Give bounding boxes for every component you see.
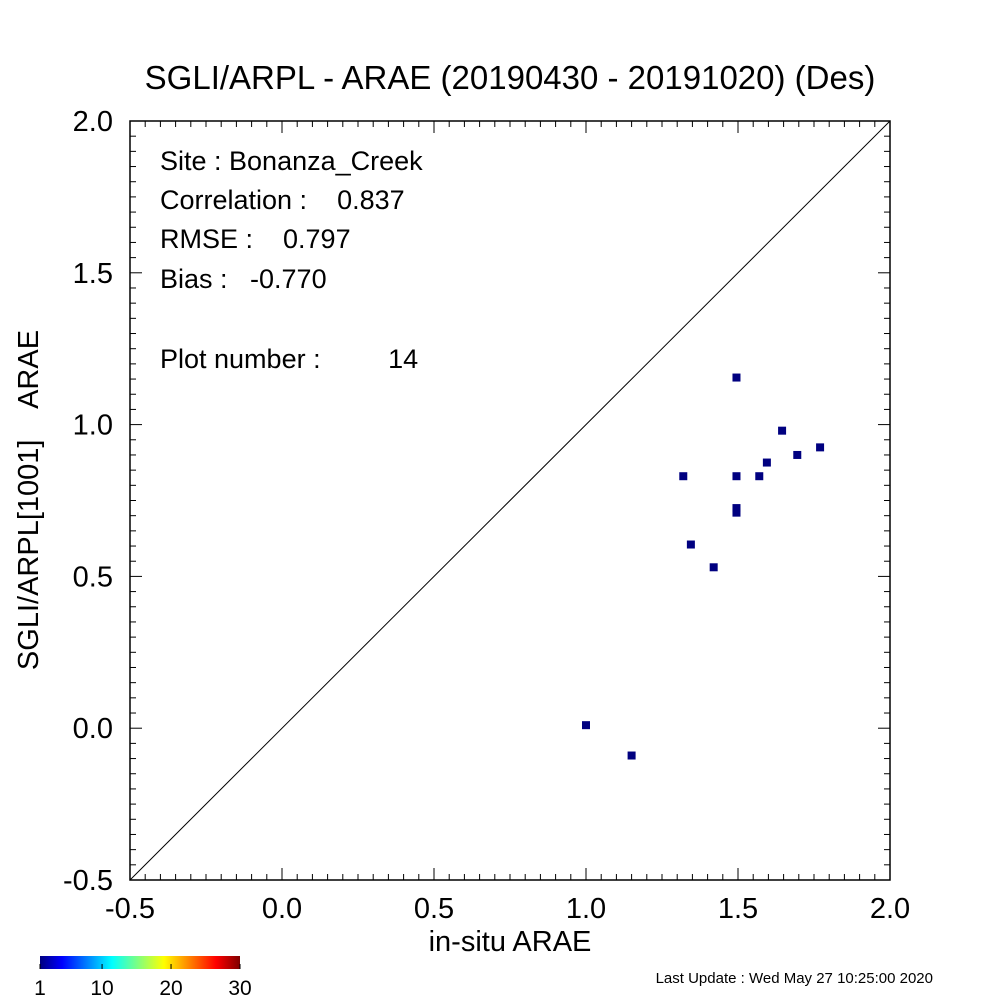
colorbar-labels: 1 10 20 30 (34, 977, 252, 1000)
y-tick-label: 1.5 (73, 258, 113, 290)
one-to-one-line (129, 120, 891, 881)
axis-ticks (129, 120, 891, 881)
y-tick-label: 0.5 (73, 561, 113, 593)
last-update: Last Update : Wed May 27 10:25:00 2020 (656, 970, 933, 987)
stat-site: Site : Bonanza_Creek (160, 146, 423, 176)
chart-title: SGLI/ARPL - ARAE (20190430 - 20191020) (… (145, 59, 876, 96)
colorbar-label: 10 (90, 977, 113, 1000)
data-point (755, 472, 764, 481)
data-point (732, 373, 741, 382)
colorbar (40, 956, 240, 969)
data-point (762, 458, 771, 467)
data-point (686, 540, 695, 549)
x-tick-labels: -0.5 0.0 0.5 1.0 1.5 2.0 (105, 893, 910, 925)
x-tick-label: 0.5 (414, 893, 454, 925)
colorbar-label: 1 (34, 977, 46, 1000)
data-point (816, 443, 825, 452)
stat-plot-number: Plot number : 14 (160, 344, 418, 374)
x-axis-title: in-situ ARAE (429, 926, 592, 958)
x-tick-label: -0.5 (105, 893, 155, 925)
data-point (627, 751, 636, 760)
data-point (709, 563, 718, 572)
y-tick-label: 2.0 (73, 106, 113, 138)
stat-rmse: RMSE : 0.797 (160, 224, 351, 254)
colorbar-ticks (39, 964, 241, 969)
x-tick-label: 1.0 (566, 893, 606, 925)
stat-correlation: Correlation : 0.837 (160, 185, 405, 215)
data-point (732, 508, 741, 517)
y-tick-label: -0.5 (63, 865, 113, 897)
data-point (732, 504, 741, 513)
y-tick-labels: -0.5 0.0 0.5 1.0 1.5 2.0 (63, 106, 113, 897)
data-point (582, 721, 590, 730)
colorbar-label: 20 (159, 977, 182, 1000)
data-point (793, 450, 802, 459)
x-tick-label: 0.0 (262, 893, 302, 925)
data-point (778, 426, 787, 435)
x-tick-label: 1.5 (718, 893, 758, 925)
y-tick-label: 1.0 (73, 410, 113, 442)
data-point (679, 472, 688, 481)
y-axis-title: SGLI/ARPL[1001] ARAE (13, 330, 45, 670)
data-point (732, 472, 741, 481)
y-tick-label: 0.0 (73, 713, 113, 745)
data-points (582, 373, 825, 760)
x-tick-label: 2.0 (870, 893, 910, 925)
stats-block: Site : Bonanza_Creek Correlation : 0.837… (160, 146, 423, 374)
colorbar-label: 30 (228, 977, 251, 1000)
stat-bias: Bias : -0.770 (160, 264, 327, 294)
